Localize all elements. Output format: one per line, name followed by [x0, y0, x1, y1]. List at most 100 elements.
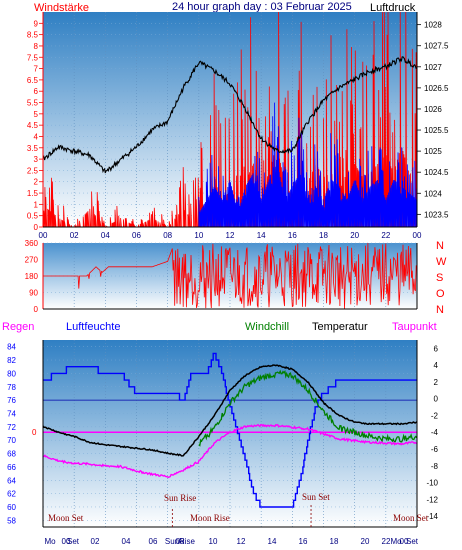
top-x-tick-label: 12 [226, 231, 235, 240]
header-right-label: Luftdruck [370, 2, 416, 14]
top-series [42, 11, 418, 229]
top-left-tick-label: 8 [34, 42, 39, 51]
top-left-tick-label: 7 [34, 65, 39, 74]
wind-average-series [198, 102, 418, 228]
pressure-series [42, 56, 417, 174]
top-x-tick-label: 00 [413, 231, 422, 240]
bottom-left-tick-label: 82 [7, 356, 16, 365]
top-x-tick-label: 06 [132, 231, 141, 240]
top-right-tick-label: 1027 [424, 63, 442, 72]
legend-regen: Regen [2, 321, 34, 333]
top-left-tick-label: 5 [34, 110, 39, 119]
top-x-tick-label: 14 [257, 231, 266, 240]
top-left-tick-label: 3.5 [27, 144, 39, 153]
top-left-tick-label: 6 [34, 87, 39, 96]
bottom-left-tick-label: 58 [7, 516, 16, 525]
series-taupunkt [42, 423, 418, 479]
middle-left-tick-label: 0 [34, 305, 39, 314]
bottom-series [42, 352, 418, 508]
top-x-tick-label: 08 [163, 231, 172, 240]
bottom-right-tick-label: 0 [434, 395, 439, 404]
legend-windchill: Windchill [245, 321, 289, 333]
bottom-left-tick-label: 84 [7, 343, 16, 352]
bottom-x-tick-label: 06 [149, 537, 158, 546]
top-x-tick-label: 18 [319, 231, 328, 240]
top-left-tick-label: 6.5 [27, 76, 39, 85]
middle-direction-label: N [436, 240, 444, 252]
bottom-right-tick-label: 4 [434, 361, 439, 370]
bottom-x-tick-label: 08 [176, 537, 185, 546]
bottom-right-tick-label: 6 [434, 344, 439, 353]
top-x-tick-label: 10 [194, 231, 203, 240]
middle-direction-label: O [436, 288, 445, 300]
bottom-left-tick-label: 74 [7, 409, 16, 418]
bottom-x-tick-label: Mo [44, 537, 56, 546]
wind-direction-series [43, 242, 417, 309]
bottom-x-tick-label: 14 [268, 537, 277, 546]
bottom-right-tick-label: -12 [426, 495, 438, 504]
bottom-left-tick-label: 78 [7, 383, 16, 392]
bottom-x-tick-label: Sun [165, 537, 179, 546]
header-title: 24 hour graph day : 03 Februar 2025 [172, 1, 352, 13]
middle-left-tick-label: 180 [25, 272, 39, 281]
bottom-x-tick-label: 18 [330, 537, 339, 546]
top-x-tick-label: 20 [350, 231, 359, 240]
top-left-tick-label: 1.5 [27, 189, 39, 198]
top-x-tick-label: 22 [381, 231, 390, 240]
top-x-tick-label: 00 [39, 231, 48, 240]
top-left-tick-label: 9 [34, 19, 39, 28]
bottom-x-tick-label: Rise [179, 537, 196, 546]
middle-left-tick-label: 360 [25, 239, 39, 248]
bottom-left-tick-label: 70 [7, 436, 16, 445]
top-right-tick-label: 1025 [424, 147, 442, 156]
middle-left-tick-label: 270 [25, 256, 39, 265]
bottom-left-tick-label: 66 [7, 463, 16, 472]
top-right-tick-label: 1026 [424, 105, 442, 114]
legend-taupunkt: Taupunkt [392, 321, 437, 333]
annotation-sun-rise: Sun Rise [164, 493, 196, 503]
bottom-right-tick-label: -6 [431, 445, 439, 454]
rain-zero-label: 0 [32, 428, 37, 437]
series-temperatur [42, 364, 418, 457]
header-left-label: Windstärke [34, 2, 89, 14]
annotation-sun-set: Sun Set [302, 492, 330, 502]
bottom-right-tick-label: -4 [431, 428, 439, 437]
top-right-tick-label: 1027.5 [424, 42, 449, 51]
top-left-tick-label: 8.5 [27, 31, 39, 40]
bottom-x-tick-label: Set [67, 537, 80, 546]
bottom-x-tick-label: 12 [237, 537, 246, 546]
middle-direction-label: W [436, 256, 447, 268]
top-x-tick-label: 04 [101, 231, 110, 240]
annotation-moon-set-right: Moon Set [393, 513, 429, 523]
legend-temperatur: Temperatur [312, 321, 368, 333]
bottom-right-tick-label: -10 [426, 479, 438, 488]
bottom-x-tick-label: Set [406, 537, 419, 546]
bottom-x-tick-label: 00 [62, 537, 71, 546]
top-left-tick-label: 3 [34, 155, 39, 164]
annotation-moon-rise: Moon Rise [190, 513, 230, 523]
series-windchill [198, 369, 418, 447]
bottom-left-tick-label: 68 [7, 450, 16, 459]
top-x-tick-label: 16 [288, 231, 297, 240]
bottom-x-tick-label: 20 [361, 537, 370, 546]
bottom-left-tick-label: 64 [7, 476, 16, 485]
bottom-right-tick-label: -2 [431, 411, 439, 420]
top-left-tick-label: 0 [34, 223, 39, 232]
top-right-tick-label: 1023.5 [424, 210, 449, 219]
bottom-left-tick-label: 72 [7, 423, 16, 432]
top-left-tick-label: 1 [34, 200, 39, 209]
top-right-tick-label: 1025.5 [424, 126, 449, 135]
middle-direction-label: S [436, 272, 443, 284]
bottom-right-tick-label: -8 [431, 462, 439, 471]
top-right-tick-label: 1024.5 [424, 168, 449, 177]
bottom-x-tick-label: 16 [299, 537, 308, 546]
bottom-x-tick-label: 22 [382, 537, 391, 546]
top-right-tick-label: 1028 [424, 21, 442, 30]
bottom-x-tick-label: 10 [209, 537, 218, 546]
legend-luftfeuchte: Luftfeuchte [66, 321, 120, 333]
bottom-x-tick-label: Mo [390, 537, 402, 546]
top-left-tick-label: 4.5 [27, 121, 39, 130]
middle-direction-label: N [436, 304, 444, 316]
